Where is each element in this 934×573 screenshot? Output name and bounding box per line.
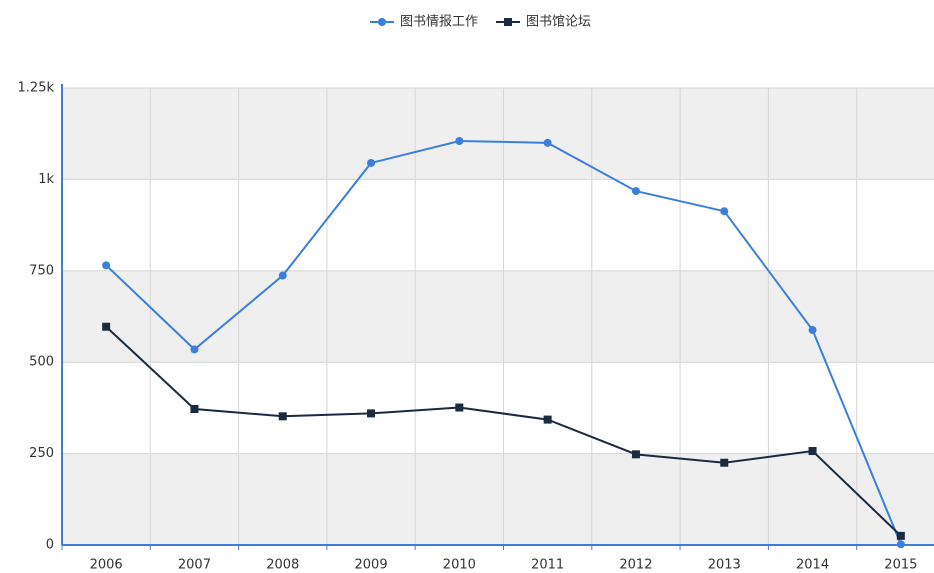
point-marker — [808, 447, 817, 456]
legend-label: 图书情报工作 — [400, 15, 478, 30]
legend-marker — [378, 18, 386, 26]
x-tick-label: 2012 — [619, 558, 652, 573]
series-line — [105, 140, 902, 545]
point-marker — [543, 138, 552, 147]
point-marker — [102, 322, 111, 331]
y-tick-label: 250 — [29, 446, 54, 461]
y-tick-label: 1.25k — [18, 81, 55, 96]
point-marker — [543, 415, 552, 424]
point-marker — [720, 458, 729, 467]
point-marker — [631, 187, 640, 196]
x-tick-label: 2014 — [796, 558, 829, 573]
x-tick-label: 2010 — [443, 558, 476, 573]
band-stripe — [62, 362, 934, 454]
x-tick-label: 2011 — [531, 558, 564, 573]
point-marker — [190, 404, 199, 413]
x-tick-label: 2006 — [90, 558, 123, 573]
point-marker — [455, 137, 464, 146]
point-marker — [278, 412, 287, 421]
y-tick-label: 1k — [38, 172, 54, 187]
y-tick-label: 500 — [29, 355, 54, 370]
point-marker — [896, 531, 905, 540]
point-marker — [896, 540, 905, 549]
point-marker — [808, 326, 817, 335]
legend-label: 图书馆论坛 — [526, 15, 591, 30]
y-tick-label: 750 — [29, 263, 54, 278]
y-tick-label: 0 — [46, 538, 54, 553]
x-tick-label: 2009 — [355, 558, 388, 573]
point-marker — [455, 403, 464, 412]
legend-marker — [504, 18, 513, 26]
point-marker — [190, 345, 199, 354]
band-stripe — [62, 88, 934, 180]
x-tick-label: 2013 — [708, 558, 741, 573]
series-line — [105, 326, 902, 537]
x-tick-label: 2007 — [178, 558, 211, 573]
band-stripe — [62, 179, 934, 271]
point-marker — [367, 158, 376, 167]
band-stripe — [62, 453, 934, 545]
x-tick-label: 2015 — [884, 558, 917, 573]
point-marker — [367, 409, 376, 418]
point-marker — [278, 271, 287, 280]
x-tick-label: 2008 — [266, 558, 299, 573]
point-marker — [720, 207, 729, 216]
point-marker — [102, 261, 111, 270]
band-stripe — [62, 270, 934, 363]
point-marker — [631, 450, 640, 459]
